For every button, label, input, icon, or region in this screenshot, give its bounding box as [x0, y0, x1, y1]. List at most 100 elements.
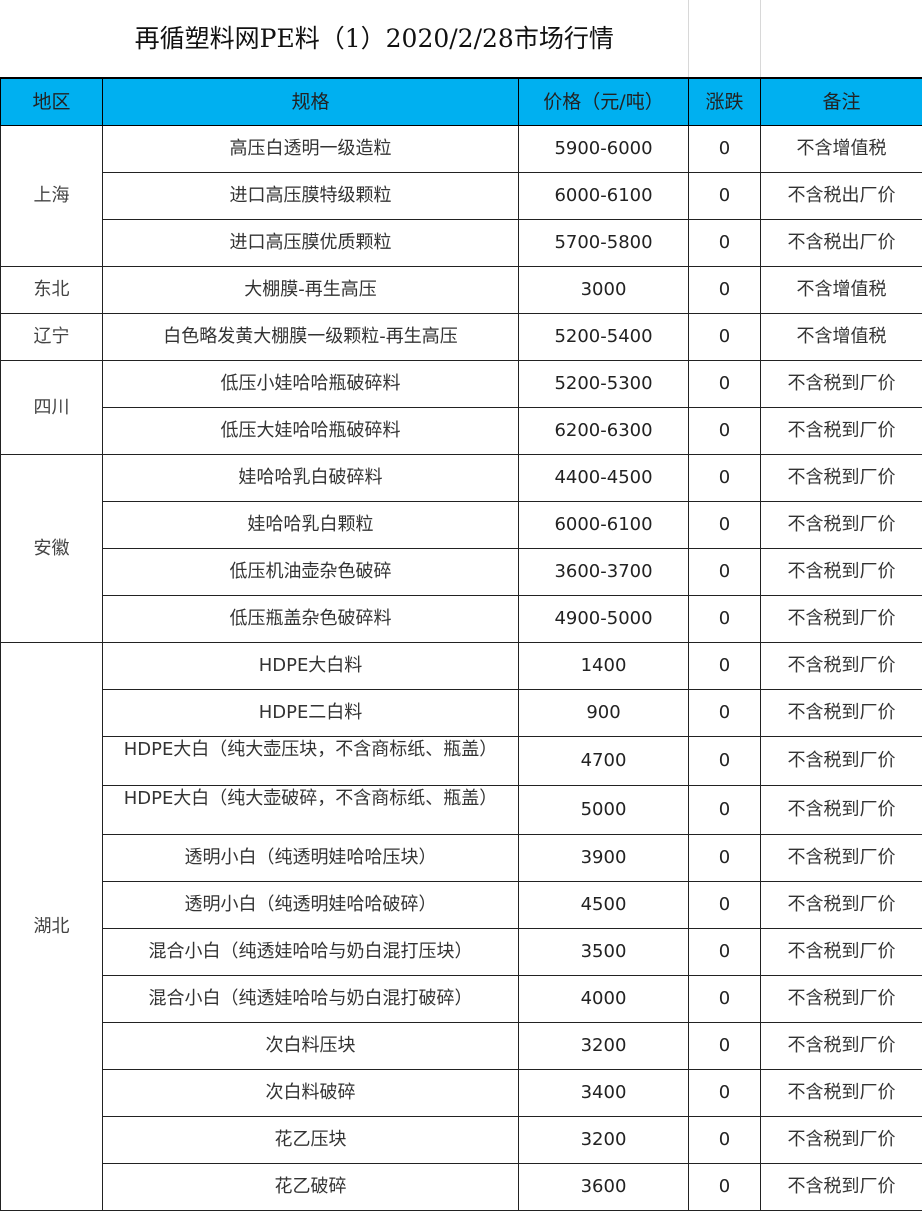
spec-cell: 白色略发黄大棚膜一级颗粒-再生高压: [103, 314, 519, 361]
change-cell: 0: [689, 929, 761, 976]
page-title: 再循塑料网PE料（1）2020/2/28市场行情: [1, 0, 689, 78]
change-cell: 0: [689, 1070, 761, 1117]
spec-cell: 低压小娃哈哈瓶破碎料: [103, 361, 519, 408]
price-cell: 4500: [519, 882, 689, 929]
spec-cell: HDPE二白料: [103, 690, 519, 737]
note-cell: 不含税到厂价: [761, 1117, 922, 1164]
spec-cell: 高压白透明一级造粒: [103, 126, 519, 173]
price-cell: 3600: [519, 1164, 689, 1211]
header-row: 地区 规格 价格（元/吨） 涨跌 备注: [1, 78, 922, 126]
header-price: 价格（元/吨）: [519, 78, 689, 126]
note-cell: 不含税到厂价: [761, 643, 922, 690]
price-cell: 5700-5800: [519, 220, 689, 267]
title-empty-cell: [761, 0, 922, 78]
spec-cell: 低压大娃哈哈瓶破碎料: [103, 408, 519, 455]
spec-cell: 花乙破碎: [103, 1164, 519, 1211]
price-cell: 3500: [519, 929, 689, 976]
region-cell: 东北: [1, 267, 103, 314]
note-cell: 不含税到厂价: [761, 455, 922, 502]
change-cell: 0: [689, 643, 761, 690]
change-cell: 0: [689, 361, 761, 408]
header-spec: 规格: [103, 78, 519, 126]
change-cell: 0: [689, 690, 761, 737]
change-cell: 0: [689, 549, 761, 596]
price-cell: 3600-3700: [519, 549, 689, 596]
spec-cell: 低压机油壶杂色破碎: [103, 549, 519, 596]
spec-cell: 娃哈哈乳白破碎料: [103, 455, 519, 502]
change-cell: 0: [689, 455, 761, 502]
price-cell: 900: [519, 690, 689, 737]
price-cell: 5200-5400: [519, 314, 689, 361]
change-cell: 0: [689, 126, 761, 173]
region-cell: 四川: [1, 361, 103, 455]
price-cell: 4400-4500: [519, 455, 689, 502]
note-cell: 不含税到厂价: [761, 929, 922, 976]
note-cell: 不含税到厂价: [761, 1164, 922, 1211]
spec-cell: 混合小白（纯透娃哈哈与奶白混打破碎）: [103, 976, 519, 1023]
spec-cell: 低压瓶盖杂色破碎料: [103, 596, 519, 643]
note-cell: 不含税到厂价: [761, 737, 922, 786]
note-cell: 不含税到厂价: [761, 1070, 922, 1117]
region-cell: 安徽: [1, 455, 103, 643]
spec-cell: HDPE大白（纯大壶破碎，不含商标纸、瓶盖）: [103, 786, 519, 835]
spec-cell: 大棚膜-再生高压: [103, 267, 519, 314]
change-cell: 0: [689, 1164, 761, 1211]
change-cell: 0: [689, 173, 761, 220]
spec-cell: 进口高压膜特级颗粒: [103, 173, 519, 220]
price-cell: 3000: [519, 267, 689, 314]
note-cell: 不含税到厂价: [761, 786, 922, 835]
price-cell: 3200: [519, 1117, 689, 1164]
note-cell: 不含增值税: [761, 314, 922, 361]
spec-cell: 花乙压块: [103, 1117, 519, 1164]
note-cell: 不含税到厂价: [761, 596, 922, 643]
change-cell: 0: [689, 882, 761, 929]
change-cell: 0: [689, 408, 761, 455]
change-cell: 0: [689, 267, 761, 314]
price-cell: 3400: [519, 1070, 689, 1117]
header-change: 涨跌: [689, 78, 761, 126]
price-cell: 5000: [519, 786, 689, 835]
spec-cell: 次白料压块: [103, 1023, 519, 1070]
change-cell: 0: [689, 786, 761, 835]
note-cell: 不含税到厂价: [761, 976, 922, 1023]
price-cell: 4900-5000: [519, 596, 689, 643]
change-cell: 0: [689, 502, 761, 549]
price-cell: 5200-5300: [519, 361, 689, 408]
note-cell: 不含税到厂价: [761, 549, 922, 596]
change-cell: 0: [689, 220, 761, 267]
title-empty-cell: [689, 0, 761, 78]
price-cell: 5900-6000: [519, 126, 689, 173]
spec-cell: 次白料破碎: [103, 1070, 519, 1117]
change-cell: 0: [689, 596, 761, 643]
price-cell: 6200-6300: [519, 408, 689, 455]
spec-cell: 进口高压膜优质颗粒: [103, 220, 519, 267]
spec-cell: 混合小白（纯透娃哈哈与奶白混打压块）: [103, 929, 519, 976]
spec-cell: 娃哈哈乳白颗粒: [103, 502, 519, 549]
change-cell: 0: [689, 737, 761, 786]
region-cell: 上海: [1, 126, 103, 267]
region-cell: 湖北: [1, 643, 103, 1211]
price-cell: 3900: [519, 835, 689, 882]
note-cell: 不含增值税: [761, 126, 922, 173]
price-cell: 4000: [519, 976, 689, 1023]
note-cell: 不含税到厂价: [761, 502, 922, 549]
change-cell: 0: [689, 1023, 761, 1070]
spec-cell: 透明小白（纯透明娃哈哈破碎）: [103, 882, 519, 929]
